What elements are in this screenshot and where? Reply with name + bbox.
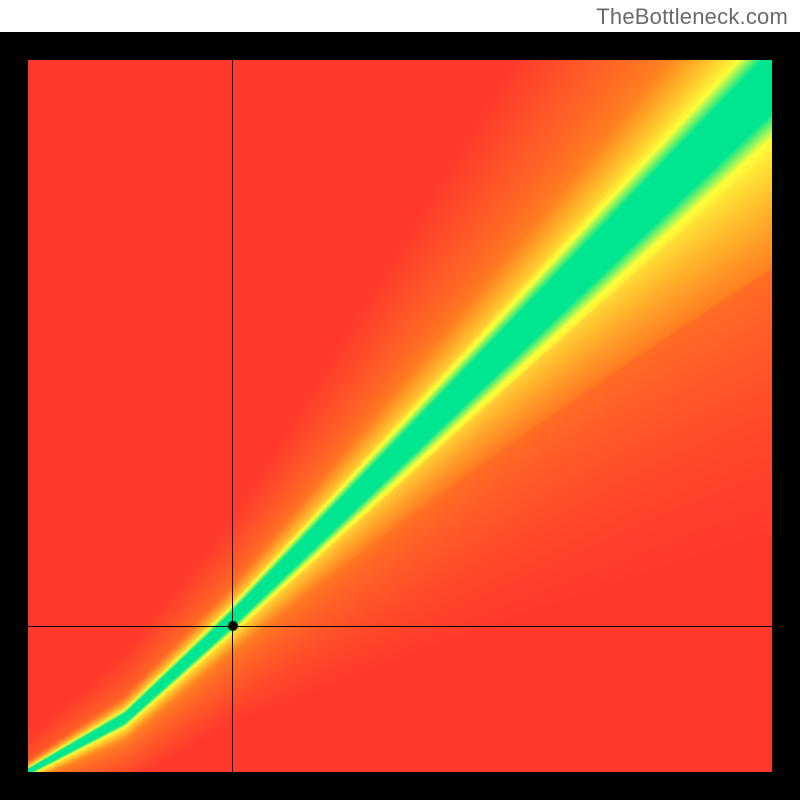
watermark-label: TheBottleneck.com [596, 4, 788, 30]
crosshair-vertical [232, 60, 233, 772]
bottleneck-heatmap [28, 60, 772, 772]
chart-container: TheBottleneck.com [0, 0, 800, 800]
marker-dot [227, 620, 239, 632]
crosshair-horizontal [28, 626, 772, 627]
